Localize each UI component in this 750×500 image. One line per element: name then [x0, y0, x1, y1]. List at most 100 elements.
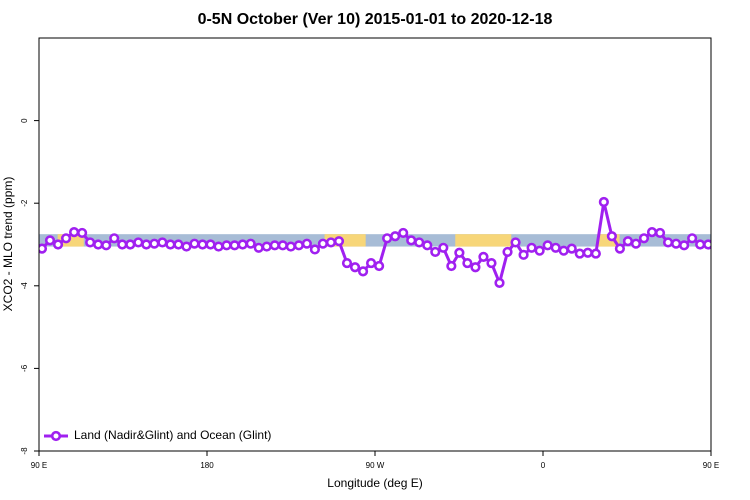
point	[317, 238, 329, 249]
point	[213, 241, 224, 252]
point	[149, 238, 160, 249]
point	[60, 233, 72, 244]
point	[510, 237, 521, 248]
point	[662, 237, 674, 248]
point	[486, 257, 497, 269]
point	[550, 242, 561, 253]
point	[406, 235, 417, 246]
point	[221, 240, 232, 251]
plot-frame	[38, 37, 712, 452]
y-axis-label: XCO2 - MLO trend (ppm)	[1, 177, 15, 312]
y-tick-label: -2	[20, 199, 29, 207]
point	[654, 227, 666, 239]
point	[687, 233, 698, 244]
point	[622, 236, 634, 247]
point	[253, 242, 264, 253]
point	[141, 239, 152, 250]
x-axis-label: Longitude (deg E)	[327, 476, 422, 490]
chart-title: 0-5N October (Ver 10) 2015-01-01 to 2020…	[198, 11, 553, 28]
point	[341, 257, 353, 269]
point	[558, 245, 569, 256]
point	[446, 260, 457, 272]
point	[357, 266, 369, 277]
point	[349, 262, 361, 273]
point	[478, 251, 489, 262]
point	[229, 240, 240, 251]
point	[197, 239, 208, 250]
point	[502, 246, 513, 258]
x-tick-label: 90 E	[31, 461, 47, 470]
point	[374, 260, 385, 272]
point	[430, 246, 441, 258]
point	[261, 241, 272, 252]
point	[181, 241, 192, 252]
land-band	[455, 234, 512, 247]
point	[574, 248, 585, 259]
point	[470, 262, 481, 273]
point	[109, 233, 120, 244]
point	[157, 237, 168, 248]
point	[333, 236, 345, 247]
point	[205, 239, 216, 250]
point	[165, 239, 176, 250]
point	[679, 240, 690, 251]
point	[39, 243, 48, 254]
point	[526, 242, 537, 253]
point	[68, 227, 80, 238]
point	[365, 257, 377, 269]
point	[518, 249, 529, 260]
point	[582, 247, 593, 258]
point	[309, 244, 320, 255]
point	[454, 247, 465, 258]
point	[382, 233, 393, 244]
point	[703, 239, 711, 250]
y-tick-label: -6	[20, 364, 29, 372]
point	[646, 227, 658, 238]
point	[189, 238, 200, 249]
point	[398, 227, 409, 239]
point	[422, 240, 433, 251]
point	[638, 233, 650, 244]
point	[285, 241, 296, 252]
point	[630, 238, 642, 249]
y-tick-label: -4	[20, 282, 29, 290]
x-tick-label: 90 W	[366, 461, 385, 470]
point	[695, 239, 706, 250]
legend-label: Land (Nadir&Glint) and Ocean (Glint)	[74, 428, 271, 442]
x-tick-label: 0	[541, 461, 546, 470]
point	[534, 245, 545, 256]
legend-marker	[50, 430, 62, 442]
point	[44, 235, 56, 246]
point	[566, 243, 577, 254]
point	[117, 239, 128, 250]
point	[301, 238, 312, 249]
point	[590, 248, 601, 259]
point	[462, 257, 473, 269]
point	[93, 239, 104, 250]
point	[293, 240, 304, 251]
point	[237, 239, 248, 250]
point	[85, 237, 96, 248]
point	[125, 239, 136, 250]
point	[133, 237, 144, 248]
y-tick-label: -8	[20, 447, 29, 455]
y-tick-label: 0	[20, 118, 29, 123]
point	[77, 227, 88, 239]
point	[438, 242, 449, 253]
x-tick-label: 90 E	[703, 461, 719, 470]
point	[614, 243, 626, 254]
point	[606, 231, 617, 242]
plot	[39, 196, 711, 289]
point	[414, 237, 425, 248]
point	[101, 240, 112, 251]
point	[269, 240, 280, 251]
point	[542, 240, 553, 251]
point	[173, 239, 184, 250]
point	[52, 239, 64, 250]
point	[245, 238, 256, 249]
point	[325, 237, 337, 248]
point	[390, 231, 401, 242]
point	[277, 240, 288, 251]
point	[670, 238, 682, 249]
